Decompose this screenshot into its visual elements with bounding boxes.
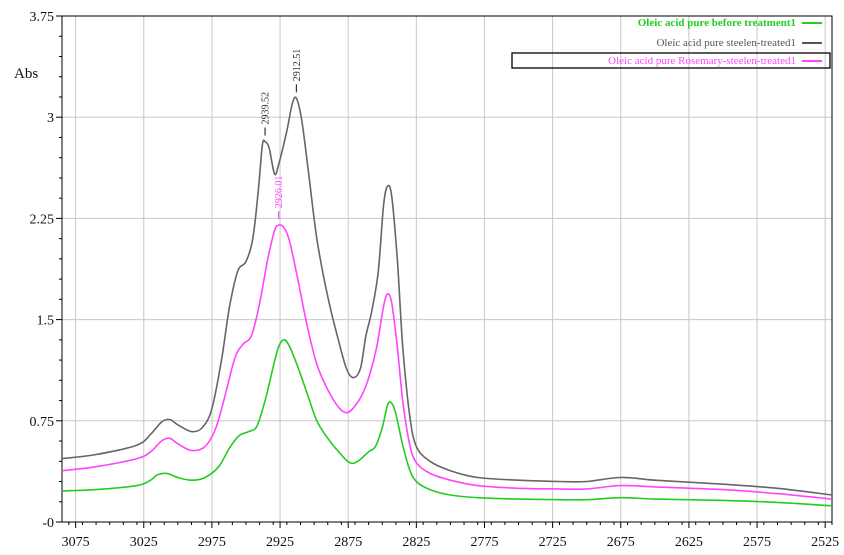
x-tick-label: 2525 [811,535,839,550]
peak-annotations: 2939.52 2912.51 2926.01 [261,49,303,220]
legend: Oleic acid pure before treatment1 Oleic a… [511,17,831,69]
x-tick-label: 3025 [130,535,158,550]
legend-label: Oleic acid pure steelen-treated1 [656,37,796,49]
x-tick-label: 2625 [675,535,703,550]
grid [62,16,832,522]
x-tick-label: 2925 [266,535,294,550]
x-tick-label: 2875 [334,535,362,550]
x-tick-label: 2775 [470,535,498,550]
legend-label: Oleic acid pure Rosemary-steelen-treated… [608,55,796,67]
series-lines [61,96,833,507]
axis-ticks: 3075 3025 2975 2925 2875 2825 2775 2725 2675 2625… [30,10,840,550]
y-tick-label: 0.75 [30,415,55,430]
legend-selected-box [511,52,831,69]
x-tick-label: 2575 [743,535,771,550]
legend-label: Oleic acid pure before treatment1 [638,17,796,29]
x-tick-label: 2675 [607,535,635,550]
x-tick-label: 3075 [62,535,90,550]
y-tick-label: 3.75 [30,10,55,25]
y-tick-label: 2.25 [30,212,55,227]
peak-label: 2939.52 [261,92,272,125]
y-axis-label: Abs [14,66,38,82]
series-line-3 [61,224,833,500]
plot-frame [61,15,833,523]
peak-label: 2912.51 [292,49,303,82]
y-tick-label: -0 [42,516,54,531]
y-tick-label: 1.5 [37,314,55,329]
peak-label: 2926.01 [274,176,285,209]
x-tick-label: 2975 [198,535,226,550]
x-tick-label: 2725 [539,535,567,550]
y-tick-label: 3 [47,111,54,126]
series-line-2 [61,96,833,496]
x-tick-label: 2825 [402,535,430,550]
series-line-1 [61,339,833,507]
